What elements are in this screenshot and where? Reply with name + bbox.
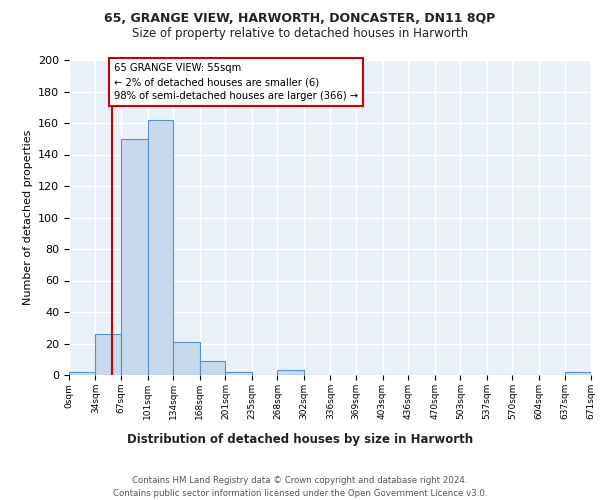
- Bar: [565, 372, 591, 375]
- Bar: [148, 120, 173, 375]
- Bar: [226, 372, 252, 375]
- Bar: [95, 334, 121, 375]
- Text: Distribution of detached houses by size in Harworth: Distribution of detached houses by size …: [127, 432, 473, 446]
- Text: Contains public sector information licensed under the Open Government Licence v3: Contains public sector information licen…: [113, 489, 487, 498]
- Bar: [173, 342, 200, 375]
- Bar: [69, 372, 95, 375]
- Bar: [277, 370, 304, 375]
- Bar: [200, 361, 226, 375]
- Bar: [121, 138, 148, 375]
- Text: Contains HM Land Registry data © Crown copyright and database right 2024.: Contains HM Land Registry data © Crown c…: [132, 476, 468, 485]
- Text: 65, GRANGE VIEW, HARWORTH, DONCASTER, DN11 8QP: 65, GRANGE VIEW, HARWORTH, DONCASTER, DN…: [104, 12, 496, 26]
- Text: Size of property relative to detached houses in Harworth: Size of property relative to detached ho…: [132, 28, 468, 40]
- Y-axis label: Number of detached properties: Number of detached properties: [23, 130, 32, 305]
- Text: 65 GRANGE VIEW: 55sqm
← 2% of detached houses are smaller (6)
98% of semi-detach: 65 GRANGE VIEW: 55sqm ← 2% of detached h…: [114, 63, 358, 101]
